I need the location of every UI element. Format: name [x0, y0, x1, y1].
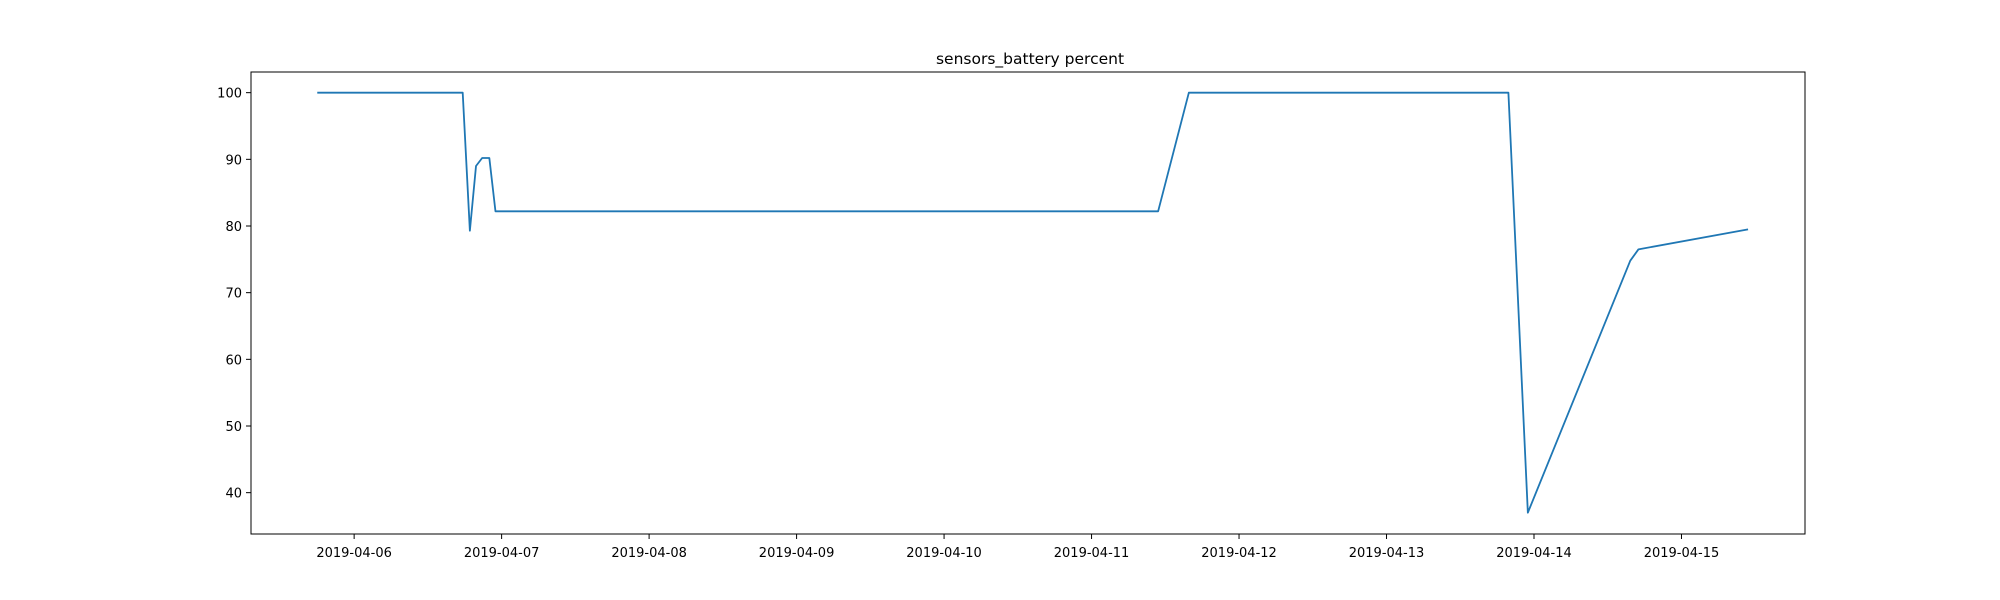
- x-tick-label: 2019-04-09: [759, 546, 835, 561]
- x-tick-label: 2019-04-11: [1054, 546, 1130, 561]
- x-tick-label: 2019-04-06: [316, 546, 392, 561]
- x-tick-label: 2019-04-13: [1349, 546, 1425, 561]
- x-tick-label: 2019-04-15: [1644, 546, 1720, 561]
- x-tick-label: 2019-04-10: [906, 546, 982, 561]
- y-tick-label: 70: [225, 287, 242, 302]
- series-layer: [317, 91, 1749, 514]
- y-axis-ticks: 40 50 60 70 80 90 100: [217, 87, 251, 502]
- x-tick-label: 2019-04-07: [464, 546, 540, 561]
- battery-percent-line: [317, 91, 1749, 514]
- y-tick-label: 80: [225, 220, 242, 235]
- y-tick-label: 50: [225, 420, 242, 435]
- x-tick-label: 2019-04-14: [1496, 546, 1572, 561]
- chart-title: sensors_battery percent: [936, 50, 1124, 69]
- x-tick-label: 2019-04-08: [611, 546, 687, 561]
- y-tick-label: 60: [225, 353, 242, 368]
- x-axis-ticks: 2019-04-06 2019-04-07 2019-04-08 2019-04-09…: [316, 534, 1719, 561]
- y-tick-label: 90: [225, 153, 242, 168]
- y-tick-label: 100: [217, 87, 242, 102]
- y-tick-label: 40: [225, 487, 242, 502]
- x-tick-label: 2019-04-12: [1201, 546, 1277, 561]
- plot-area-frame: [250, 71, 1806, 535]
